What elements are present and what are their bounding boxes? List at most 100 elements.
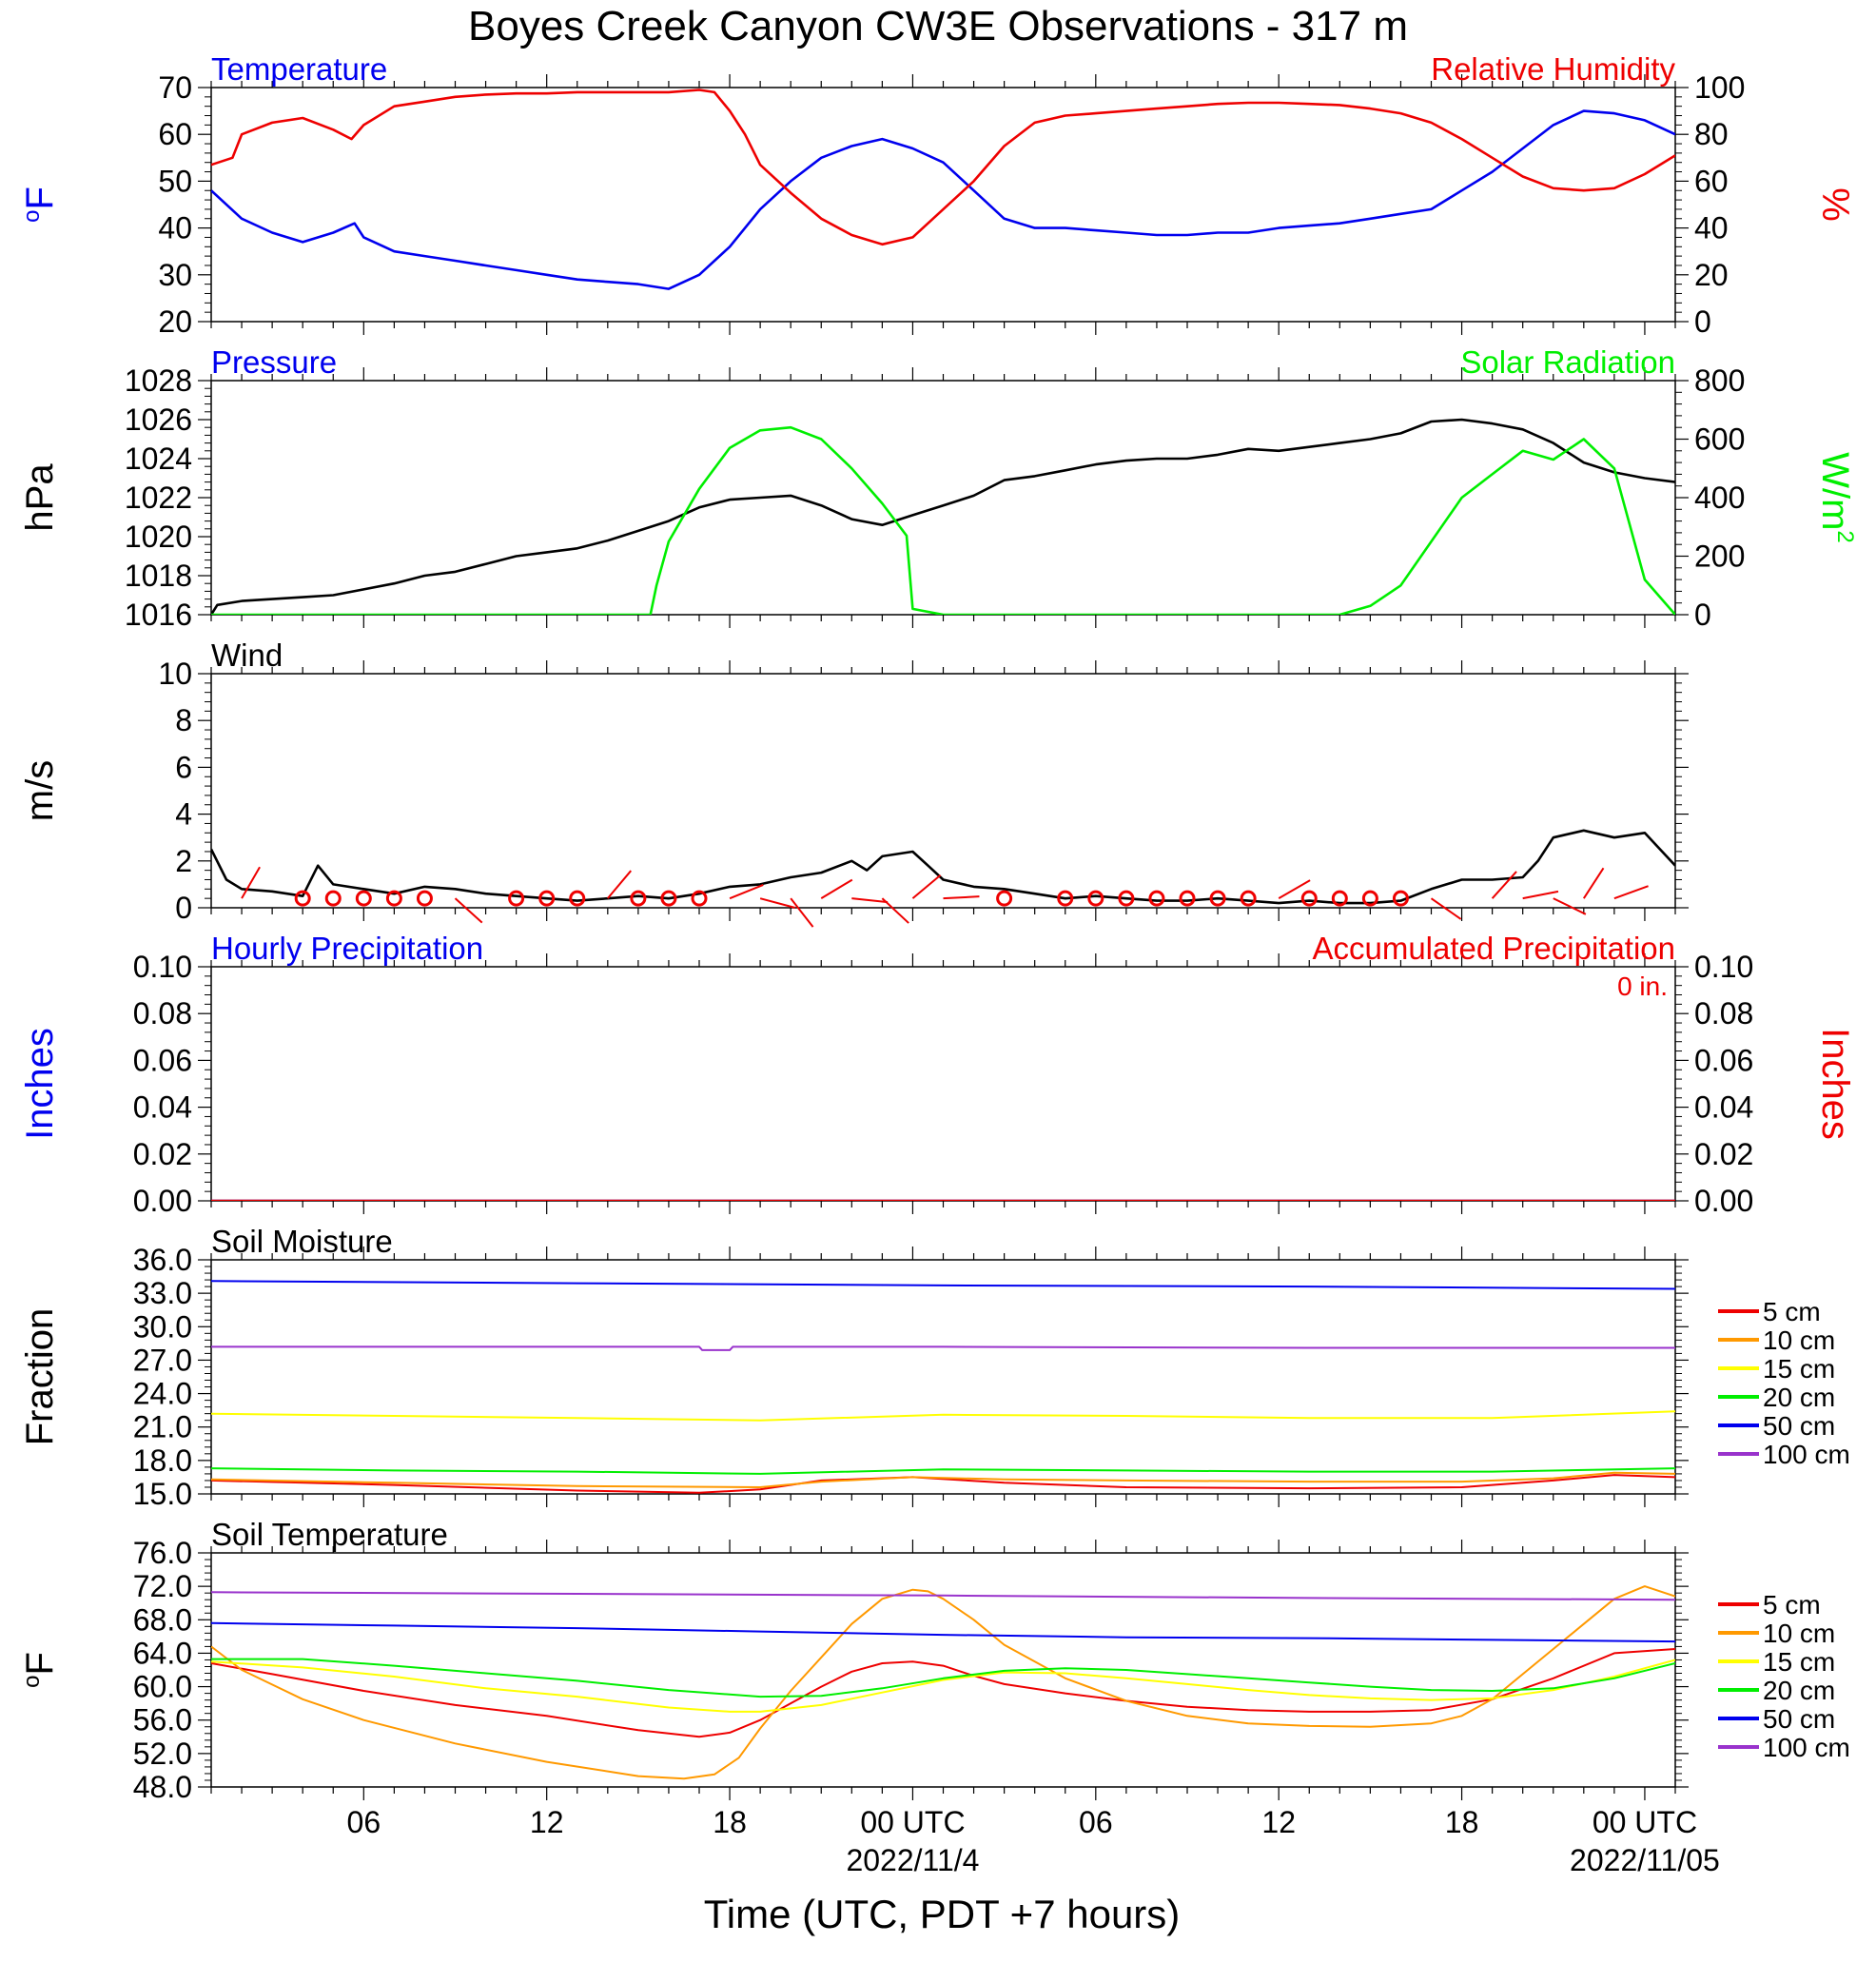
y-tick-label: 2 — [175, 844, 192, 878]
y-tick-label: 1016 — [125, 598, 192, 632]
y-tick-label: 1018 — [125, 559, 192, 593]
wind-barb-calm — [996, 890, 1013, 907]
y-right-tick-label: 60 — [1694, 164, 1729, 198]
y-tick-label: 0.06 — [133, 1043, 192, 1077]
y-tick-label: 72.0 — [133, 1569, 192, 1603]
y-tick-label: 1022 — [125, 481, 192, 515]
legend-label: 10 cm — [1763, 1325, 1835, 1355]
unit-text: F — [19, 186, 61, 209]
y-axis-label-left: hPa — [19, 463, 61, 532]
y-axis-label-left: oF — [19, 1652, 61, 1688]
y-axis-label-left: Inches — [19, 1028, 61, 1140]
y-right-tick-label: 0.02 — [1694, 1137, 1753, 1171]
series-line-100-cm — [211, 1591, 1675, 1601]
y-right-tick-label: 0 — [1694, 304, 1711, 339]
y-tick-label: 52.0 — [133, 1737, 192, 1771]
panel-title-left: Temperature — [211, 51, 387, 87]
wind-barb-calm — [294, 890, 311, 907]
wind-barb — [943, 895, 980, 900]
y-right-tick-label: 0.08 — [1694, 996, 1753, 1031]
plot-frame — [210, 673, 1676, 909]
series-line-50-cm — [211, 1621, 1675, 1643]
panel-temperature-humidity: 20 30 40 50 60 70 0 20 40 60 80 100 Temperature Relat… — [19, 51, 1856, 339]
y-right-tick-label: 600 — [1694, 422, 1745, 457]
y-right-tick-label: 800 — [1694, 363, 1745, 398]
y-axis-label-right: % — [1814, 187, 1856, 222]
y-axis-label-right: W/m2 — [1814, 452, 1858, 543]
x-tick-label: 12 — [530, 1805, 564, 1839]
y-tick-label: 0.04 — [133, 1090, 192, 1125]
legend-label: 15 cm — [1763, 1354, 1835, 1384]
wind-barb-calm — [569, 890, 586, 907]
y-tick-label: 68.0 — [133, 1602, 192, 1637]
y-tick-label: 36.0 — [133, 1243, 192, 1277]
degree-superscript: o — [19, 210, 45, 223]
plot-frame — [210, 966, 1676, 1202]
plot-frame — [210, 87, 1676, 323]
y-tick-label: 1026 — [125, 402, 192, 437]
x-tick-label: 18 — [713, 1805, 747, 1839]
series-line-50-cm — [211, 1280, 1675, 1290]
y-tick-label: 6 — [175, 750, 192, 784]
wind-barb-calm — [1148, 890, 1165, 907]
y-tick-label: 0.08 — [133, 996, 192, 1031]
wind-barb-calm — [416, 890, 433, 907]
wind-barb — [1522, 890, 1559, 900]
legend-label: 10 cm — [1763, 1619, 1835, 1648]
y-axis-label-right: Inches — [1814, 1028, 1856, 1140]
x-date-label: 2022/11/4 — [846, 1843, 979, 1877]
wind-barb — [241, 866, 261, 899]
unit-text: F — [19, 1652, 61, 1675]
y-tick-label: 8 — [175, 703, 192, 737]
y-tick-label: 20 — [158, 304, 192, 339]
series-line-20-cm — [211, 1658, 1675, 1698]
y-tick-label: 30 — [158, 258, 192, 292]
y-tick-label: 48.0 — [133, 1770, 192, 1804]
wind-barb-calm — [1087, 890, 1104, 907]
legend-label: 100 cm — [1763, 1733, 1850, 1762]
y-right-tick-label: 0.06 — [1694, 1043, 1753, 1077]
series-line-10-cm — [211, 1585, 1675, 1780]
wind-barb — [607, 870, 633, 899]
legend-label: 50 cm — [1763, 1411, 1835, 1441]
wind-barb — [759, 897, 796, 909]
x-tick-label: 18 — [1445, 1805, 1479, 1839]
panel-soil-temperature: 48.052.056.060.064.068.072.076.0 Soil Tem… — [19, 1517, 1850, 1804]
wind-barb-calm — [1057, 890, 1074, 907]
degree-superscript: o — [19, 1676, 45, 1688]
wind-barb-calm — [355, 890, 372, 907]
legend-label: 5 cm — [1763, 1590, 1821, 1619]
wind-barb-calm — [508, 890, 525, 907]
y-tick-label: 10 — [158, 657, 192, 691]
x-tick-label: 00 UTC — [1593, 1805, 1697, 1839]
superscript: 2 — [1832, 530, 1858, 542]
y-tick-label: 60.0 — [133, 1670, 192, 1704]
y-tick-label: 30.0 — [133, 1309, 192, 1344]
y-tick-label: 56.0 — [133, 1703, 192, 1737]
series-line-temperature — [211, 109, 1675, 290]
y-tick-label: 0.10 — [133, 950, 192, 984]
series-line-5-cm — [211, 1474, 1675, 1494]
wind-barb — [790, 897, 814, 928]
y-right-tick-label: 0.00 — [1694, 1184, 1753, 1218]
x-tick-label: 12 — [1261, 1805, 1296, 1839]
wind-barb-calm — [1392, 890, 1409, 907]
y-tick-label: 24.0 — [133, 1377, 192, 1411]
series-line-15-cm — [211, 1410, 1675, 1422]
wind-barb — [911, 874, 942, 899]
wind-barb — [1430, 897, 1462, 920]
panel-title-left: Wind — [211, 638, 283, 673]
y-tick-label: 18.0 — [133, 1443, 192, 1478]
plot-frame — [210, 1259, 1676, 1495]
series-line-pressure — [211, 418, 1675, 615]
y-tick-label: 27.0 — [133, 1343, 192, 1377]
wind-barb-calm — [630, 890, 647, 907]
legend-label: 100 cm — [1763, 1440, 1850, 1469]
precip-total-label: 0 in. — [1617, 972, 1668, 1001]
legend-label: 5 cm — [1763, 1297, 1821, 1326]
wind-barb-calm — [1118, 890, 1135, 907]
wind-barb-calm — [385, 890, 402, 907]
series-line-relative-humidity — [211, 88, 1675, 246]
legend-label: 15 cm — [1763, 1647, 1835, 1677]
